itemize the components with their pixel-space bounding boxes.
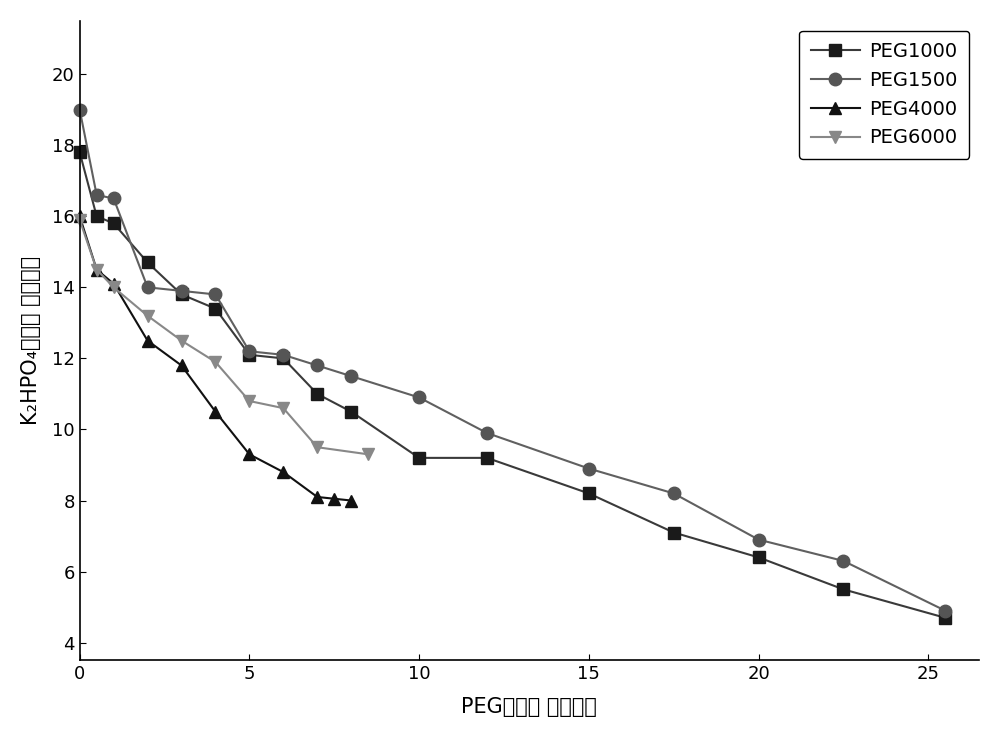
PEG1500 <box>91 190 103 199</box>
PEG1500 <box>668 489 680 498</box>
PEG6000 <box>74 215 86 224</box>
PEG1000 <box>668 528 680 537</box>
PEG6000 <box>91 265 103 274</box>
PEG4000 <box>311 492 323 501</box>
PEG4000 <box>91 265 103 274</box>
PEG4000 <box>108 280 120 289</box>
Legend: PEG1000, PEG1500, PEG4000, PEG6000: PEG1000, PEG1500, PEG4000, PEG6000 <box>799 30 969 159</box>
Line: PEG6000: PEG6000 <box>73 213 374 461</box>
PEG1000 <box>413 453 425 462</box>
PEG6000 <box>311 443 323 452</box>
PEG1000 <box>939 613 951 622</box>
PEG4000 <box>277 468 289 477</box>
PEG1000 <box>753 553 765 562</box>
PEG4000 <box>74 212 86 221</box>
PEG6000 <box>277 404 289 413</box>
PEG1000 <box>583 489 595 498</box>
PEG4000 <box>176 361 188 370</box>
PEG1000 <box>74 148 86 156</box>
PEG1500 <box>176 286 188 295</box>
PEG1500 <box>939 606 951 615</box>
PEG1000 <box>108 219 120 228</box>
PEG1500 <box>753 535 765 544</box>
PEG1000 <box>91 212 103 221</box>
PEG6000 <box>108 283 120 292</box>
PEG4000 <box>243 450 255 459</box>
PEG6000 <box>243 396 255 405</box>
PEG1000 <box>345 407 357 416</box>
PEG1000 <box>837 585 849 594</box>
PEG1000 <box>243 351 255 359</box>
PEG4000 <box>142 337 154 345</box>
Y-axis label: K₂HPO₄质量分 数（％）: K₂HPO₄质量分 数（％） <box>21 256 41 425</box>
PEG1500 <box>583 464 595 473</box>
Line: PEG4000: PEG4000 <box>73 210 357 507</box>
PEG1000 <box>481 453 493 462</box>
PEG1000 <box>277 354 289 363</box>
PEG1500 <box>413 393 425 402</box>
PEG1500 <box>277 351 289 359</box>
PEG6000 <box>209 357 221 366</box>
Line: PEG1000: PEG1000 <box>74 147 951 624</box>
PEG1000 <box>142 258 154 267</box>
PEG1500 <box>209 290 221 299</box>
X-axis label: PEG质量分 数（％）: PEG质量分 数（％） <box>461 697 597 717</box>
PEG1500 <box>481 429 493 438</box>
PEG6000 <box>362 450 374 459</box>
PEG4000 <box>328 494 340 503</box>
PEG6000 <box>142 311 154 320</box>
PEG6000 <box>176 337 188 345</box>
PEG1500 <box>243 347 255 356</box>
PEG1500 <box>108 194 120 203</box>
PEG1500 <box>345 372 357 381</box>
PEG4000 <box>209 407 221 416</box>
PEG1000 <box>176 290 188 299</box>
PEG4000 <box>345 496 357 505</box>
PEG1500 <box>74 106 86 114</box>
Line: PEG1500: PEG1500 <box>73 103 951 617</box>
PEG1500 <box>837 556 849 565</box>
PEG1500 <box>142 283 154 292</box>
PEG1000 <box>209 304 221 313</box>
PEG1000 <box>311 390 323 399</box>
PEG1500 <box>311 361 323 370</box>
